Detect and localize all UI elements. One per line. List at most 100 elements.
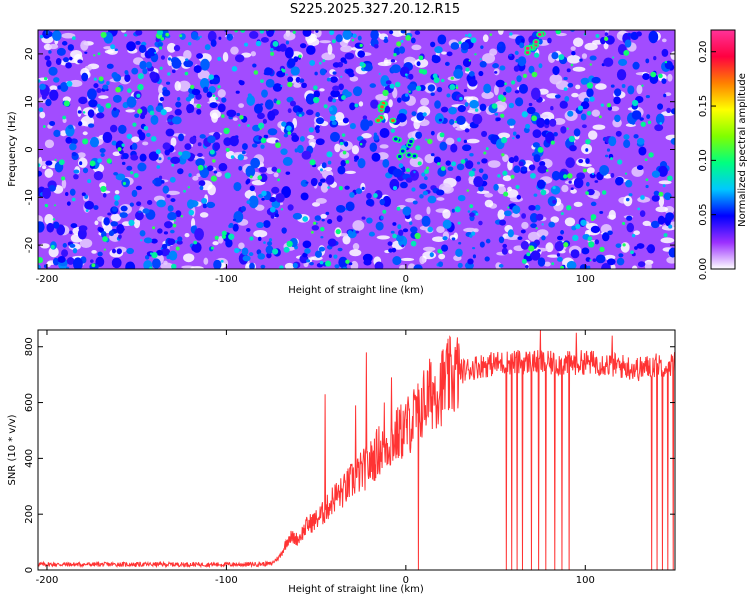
spectrogram-cell	[494, 112, 499, 116]
spectrogram-cell	[480, 45, 484, 50]
spectrogram-cell	[264, 196, 269, 200]
spectrogram-peak	[224, 172, 231, 179]
spectrogram-feature-core	[537, 32, 542, 37]
spectrogram-cell	[626, 222, 635, 233]
spectrogram-peak	[214, 235, 219, 240]
spectrogram-cell	[111, 72, 119, 79]
spectrogram-cell	[530, 87, 541, 100]
spectrogram-cell	[507, 229, 514, 238]
spectrogram-gap	[70, 49, 83, 60]
spectrogram-cell	[336, 204, 346, 213]
spectrogram-peak	[572, 234, 579, 242]
spectrogram-cell	[242, 150, 246, 155]
spectrogram-gap	[160, 262, 174, 269]
x-tick-label: 100	[576, 274, 595, 285]
spectrogram-cell	[357, 158, 366, 169]
y-tick-label: 600	[24, 393, 35, 412]
spectrogram-cell	[626, 215, 633, 221]
spectrogram-gap	[344, 170, 356, 175]
spectrogram-peak	[667, 175, 673, 182]
spectrogram-gap	[436, 197, 445, 201]
spectrogram-cell	[280, 148, 288, 155]
spectrogram-cell	[165, 81, 171, 85]
spectrogram-cell	[144, 255, 150, 260]
spectrogram-peak	[457, 221, 461, 225]
spectrogram-peak	[521, 258, 527, 264]
spectrogram-cell	[556, 256, 563, 262]
spectrogram-cell	[160, 248, 171, 257]
spectrogram-cell	[447, 166, 454, 172]
spectrogram-peak	[269, 206, 276, 213]
spectrogram-peak	[546, 169, 549, 172]
spectrogram-gap	[502, 175, 512, 182]
y-tick-label: 400	[24, 449, 35, 468]
spectrogram-x-ticks: -200 -100 0 100	[36, 30, 595, 285]
spectrogram-cell	[566, 68, 571, 73]
spectrogram-cell	[234, 54, 245, 63]
spectrogram-peak	[124, 33, 128, 37]
spectrogram-peak	[617, 159, 623, 165]
spectrogram-peak	[400, 39, 404, 43]
spectrogram-peak	[644, 158, 648, 162]
spectrogram-cell	[38, 170, 43, 177]
spectrogram-peak	[528, 245, 535, 252]
spectrogram-peak	[238, 124, 241, 127]
spectrogram-cell	[390, 59, 396, 63]
spectrogram-cell	[306, 259, 311, 263]
x-tick-label: -100	[215, 274, 238, 285]
spectrogram-cell	[473, 176, 484, 188]
spectrogram-cell	[126, 96, 137, 108]
spectrogram-gap	[40, 243, 50, 249]
spectrogram-peak	[345, 159, 350, 164]
spectrogram-cell	[113, 172, 119, 176]
spectrogram-peak	[71, 197, 76, 202]
spectrogram-cell	[175, 210, 182, 218]
spectrogram-cell	[164, 149, 171, 156]
spectrogram-cell	[78, 96, 88, 105]
spectrogram-cell	[586, 88, 594, 98]
spectrogram-cell	[446, 93, 451, 98]
spectrogram-gap	[666, 256, 675, 264]
spectrogram-gap	[339, 151, 350, 159]
spectrogram-cell	[469, 212, 475, 217]
spectrogram-cell	[46, 59, 52, 67]
spectrogram-cell	[319, 178, 326, 183]
spectrogram-cell	[232, 223, 239, 232]
spectrogram-cell	[111, 108, 120, 118]
spectrogram-cell	[390, 64, 401, 74]
spectrogram-gap	[631, 265, 638, 269]
spectrogram-peak	[160, 109, 167, 116]
spectrogram-gap	[658, 180, 672, 185]
spectrogram-cell	[498, 264, 504, 268]
spectrogram-cell	[45, 98, 52, 107]
spectrogram-cell	[65, 62, 72, 69]
spectrogram-cell	[560, 126, 567, 134]
spectrogram-peak	[87, 179, 92, 184]
spectrogram-peak	[418, 55, 424, 61]
spectrogram-peak	[167, 72, 171, 76]
spectrogram-feature-core	[412, 154, 417, 158]
spectrogram-gap	[94, 220, 99, 226]
colorbar: 0.00 0.05 0.10 0.15 0.20 Normalized spectral…	[698, 29, 748, 280]
spectrogram-peak	[217, 56, 222, 61]
spectrogram-cell	[272, 83, 283, 92]
spectrogram-cell	[282, 156, 293, 166]
spectrogram-cell	[651, 220, 660, 229]
spectrogram-cell	[302, 240, 312, 249]
spectrogram-peak	[411, 187, 416, 192]
spectrogram-gap	[502, 154, 509, 163]
figure-title: S225.2025.327.20.12.R15	[289, 2, 461, 17]
spectrogram-cell	[526, 106, 536, 115]
spectrogram-cell	[66, 201, 71, 206]
spectrogram-cell	[391, 247, 397, 253]
spectrogram-peak	[475, 212, 479, 216]
spectrogram-gap	[667, 73, 673, 82]
spectrogram-peak	[622, 243, 626, 247]
spectrogram-peak	[280, 84, 283, 88]
spectrogram-peak	[503, 171, 507, 175]
spectrogram-peak	[137, 73, 144, 80]
spectrogram-gap	[636, 84, 643, 95]
spectrogram-cell	[614, 114, 621, 123]
spectrogram-peak	[510, 174, 515, 179]
spectrogram-peak	[328, 107, 333, 112]
